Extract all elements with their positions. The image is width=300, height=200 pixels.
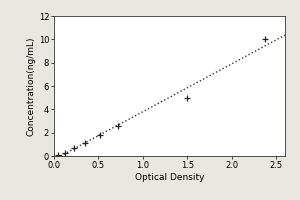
X-axis label: Optical Density: Optical Density <box>135 173 204 182</box>
Y-axis label: Concentration(ng/mL): Concentration(ng/mL) <box>27 36 36 136</box>
